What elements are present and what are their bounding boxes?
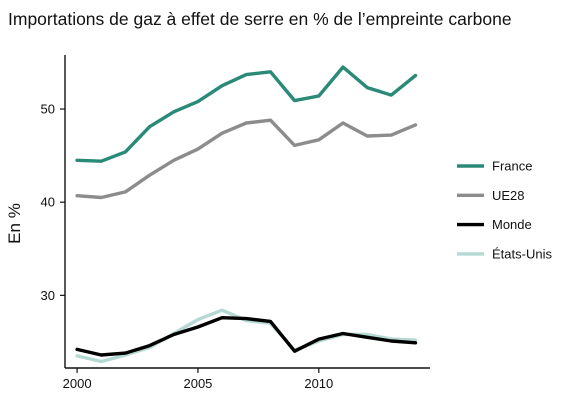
y-tick-label-30: 30 xyxy=(41,288,55,303)
series-lines xyxy=(75,65,418,364)
series-line-monde xyxy=(75,316,418,357)
legend-label-monde: Monde xyxy=(492,217,532,232)
x-tick-label-2005: 2005 xyxy=(183,376,212,391)
legend-label-ue28: UE28 xyxy=(492,188,525,203)
series-line-france xyxy=(75,65,418,163)
y-tick-label-50: 50 xyxy=(41,102,55,117)
y-axis-title: En % xyxy=(5,203,24,244)
chart-axes: En % xyxy=(5,55,430,369)
series-line-ue28 xyxy=(75,118,418,200)
chart-title: Importations de gaz à effet de serre en … xyxy=(8,9,512,29)
x-tick-label-2000: 2000 xyxy=(63,376,92,391)
legend-label-france: France xyxy=(492,159,532,174)
x-tick-label-2010: 2010 xyxy=(304,376,333,391)
y-tick-label-40: 40 xyxy=(41,195,55,210)
axis-ticks: 30 40 50 2000 2005 2010 xyxy=(41,102,334,391)
legend-label-etats-unis: États-Unis xyxy=(492,246,552,261)
legend: France UE28 Monde États-Unis xyxy=(457,159,552,261)
